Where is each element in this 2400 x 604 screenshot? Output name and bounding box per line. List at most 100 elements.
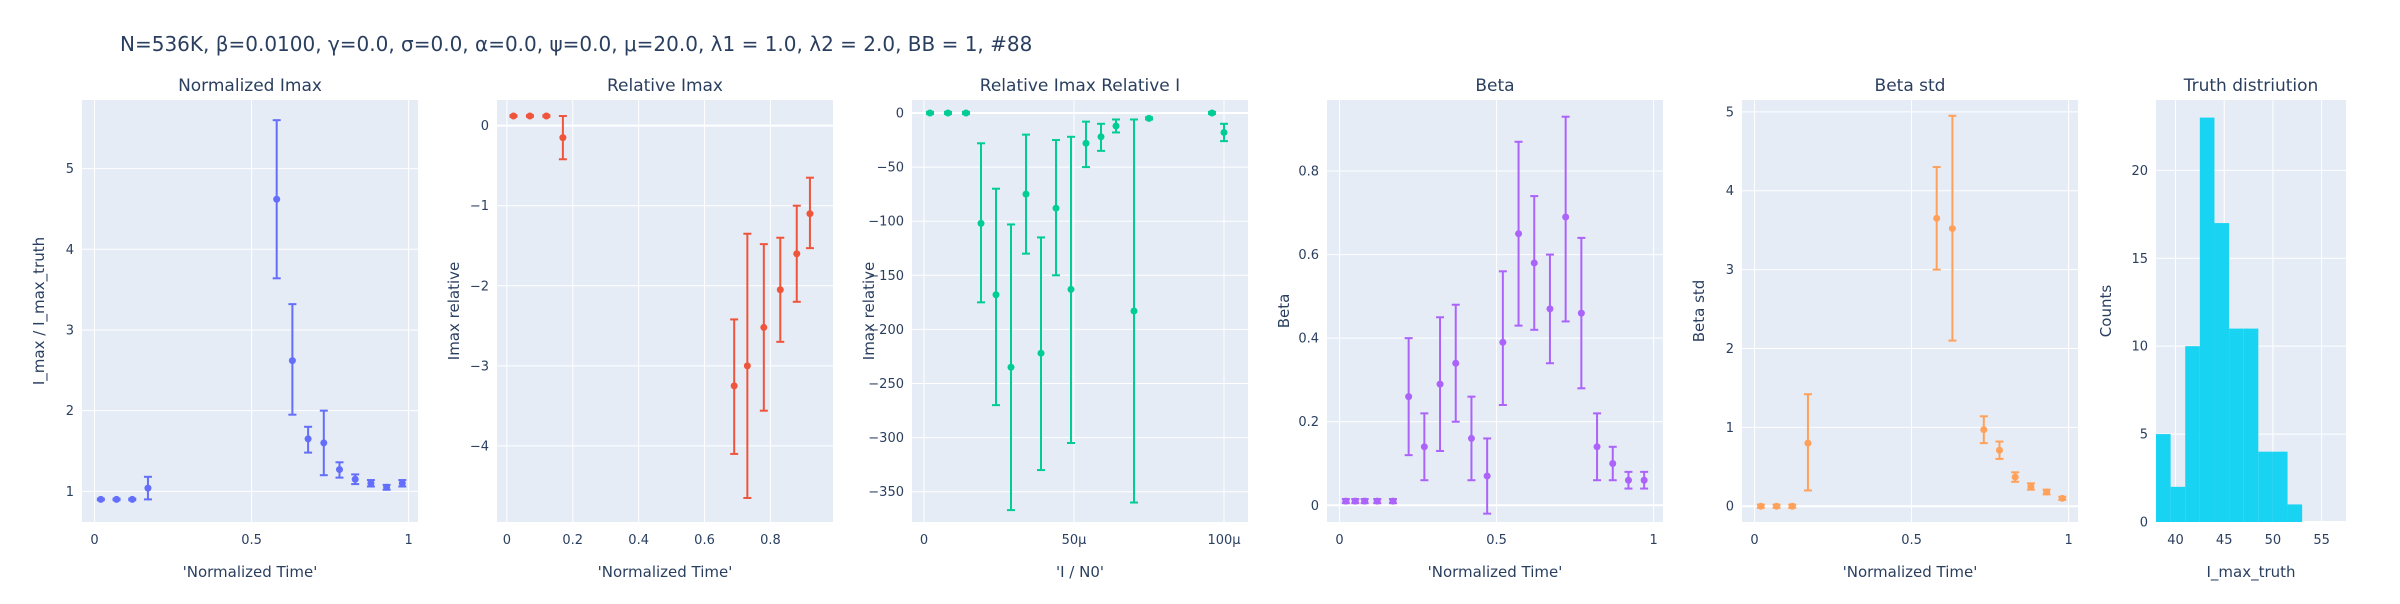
data-point (1640, 476, 1648, 484)
data-point (2043, 488, 2051, 496)
data-point (1373, 497, 1381, 505)
y-tick-label: 1 (1726, 421, 1734, 436)
data-point (1220, 128, 1228, 136)
subplot-title: Normalized Imax (178, 76, 322, 96)
x-tick-label: 45 (2216, 533, 2233, 548)
figure-suptitle: N=536K, β=0.0100, γ=0.0, σ=0.0, α=0.0, ψ… (120, 32, 1033, 56)
histogram-bar (2229, 328, 2244, 522)
data-point (1097, 133, 1105, 141)
histogram-bar (2185, 346, 2200, 522)
data-point (1052, 204, 1060, 212)
x-axis-label: 'Normalized Time' (598, 563, 733, 581)
data-point (144, 484, 152, 492)
data-point (113, 495, 121, 503)
data-point (1499, 338, 1507, 346)
data-point (1389, 497, 1397, 505)
data-point (1624, 476, 1632, 484)
y-tick-label: 15 (2131, 252, 2148, 267)
data-point (1515, 230, 1523, 238)
y-tick-label: 1 (66, 485, 74, 500)
x-axis-label: 'Normalized Time' (1843, 563, 1978, 581)
x-tick-label: 0 (1335, 533, 1343, 548)
data-point (1995, 446, 2003, 454)
data-point (2058, 494, 2066, 502)
data-point (944, 109, 952, 117)
data-point (806, 210, 814, 218)
subplot-title: Truth distriution (2183, 76, 2319, 96)
data-point (760, 323, 768, 331)
data-point (542, 112, 550, 120)
y-tick-label: 0 (2140, 516, 2148, 531)
data-point (962, 109, 970, 117)
data-point (992, 291, 1000, 299)
data-point (1112, 122, 1120, 130)
data-point (1530, 259, 1538, 267)
data-point (1067, 285, 1075, 293)
plot-area (912, 100, 1248, 522)
data-point (1483, 472, 1491, 480)
x-axis-label: 'Normalized Time' (1428, 563, 1563, 581)
data-point (304, 435, 312, 443)
y-tick-label: −4 (470, 439, 489, 454)
x-tick-label: 50 (2265, 533, 2282, 548)
subplot-title: Relative Imax (607, 76, 723, 96)
y-axis-label: Imax relative (445, 262, 463, 360)
y-tick-label: 5 (1726, 105, 1734, 120)
y-tick-label: 0.8 (1298, 165, 1319, 180)
data-point (1082, 139, 1090, 147)
x-axis-label: I_max_truth (2206, 563, 2295, 582)
y-tick-label: 4 (1726, 184, 1734, 199)
y-tick-label: −50 (877, 161, 904, 176)
subplot-2: 0 0.2 0.4 0.6 0.8 0 −1 −2 −3 −4 Relative Imax 'Norm… (445, 76, 833, 581)
x-tick-label: 0.6 (694, 533, 715, 548)
y-tick-label: −250 (868, 377, 904, 392)
data-point (1405, 393, 1413, 401)
x-tick-label: 0 (920, 533, 928, 548)
y-tick-label: 0.6 (1298, 248, 1319, 263)
histogram-bar (2199, 117, 2215, 522)
y-tick-label: 3 (66, 323, 74, 338)
data-point (1980, 426, 1988, 434)
x-tick-label: 50μ (1062, 533, 1087, 548)
data-point (1130, 307, 1138, 315)
y-tick-label: 0.4 (1298, 332, 1319, 347)
x-axis-label: 'I / N0' (1056, 563, 1104, 581)
x-tick-label: 0.5 (1901, 533, 1922, 548)
x-tick-label: 55 (2313, 533, 2330, 548)
subplot-title: Relative Imax Relative I (980, 76, 1180, 96)
data-point (1757, 502, 1765, 510)
data-point (1452, 359, 1460, 367)
x-tick-label: 0 (90, 533, 98, 548)
y-tick-label: −300 (868, 431, 904, 446)
y-tick-label: 0.2 (1298, 415, 1319, 430)
y-axis-label: Imax relative (860, 262, 878, 360)
y-tick-label: 10 (2131, 340, 2148, 355)
histogram-bar (2258, 451, 2273, 522)
x-axis-label: 'Normalized Time' (183, 563, 318, 581)
y-tick-label: 4 (66, 243, 74, 258)
x-tick-label: 1 (1649, 533, 1657, 548)
data-point (1546, 305, 1554, 313)
data-point (1593, 443, 1601, 451)
histogram-bar (2272, 451, 2288, 522)
histogram-bar (2170, 486, 2186, 522)
y-tick-label: −350 (868, 485, 904, 500)
data-point (1788, 502, 1796, 510)
data-point (97, 495, 105, 503)
y-axis-label: Counts (2097, 285, 2115, 338)
data-point (273, 195, 281, 203)
data-point (1609, 460, 1617, 468)
data-point (351, 475, 359, 483)
y-tick-label: 3 (1726, 263, 1734, 278)
data-point (1436, 380, 1444, 388)
y-tick-label: −200 (868, 323, 904, 338)
data-point (1577, 309, 1585, 317)
data-point (128, 495, 136, 503)
data-point (1208, 109, 1216, 117)
data-point (2027, 483, 2035, 491)
y-tick-label: 5 (2140, 428, 2148, 443)
subplot-5: 0 0.5 1 0 1 2 3 4 5 Beta std 'Normalized Time' Beta… (1690, 76, 2078, 581)
x-tick-label: 0.5 (1486, 533, 1507, 548)
